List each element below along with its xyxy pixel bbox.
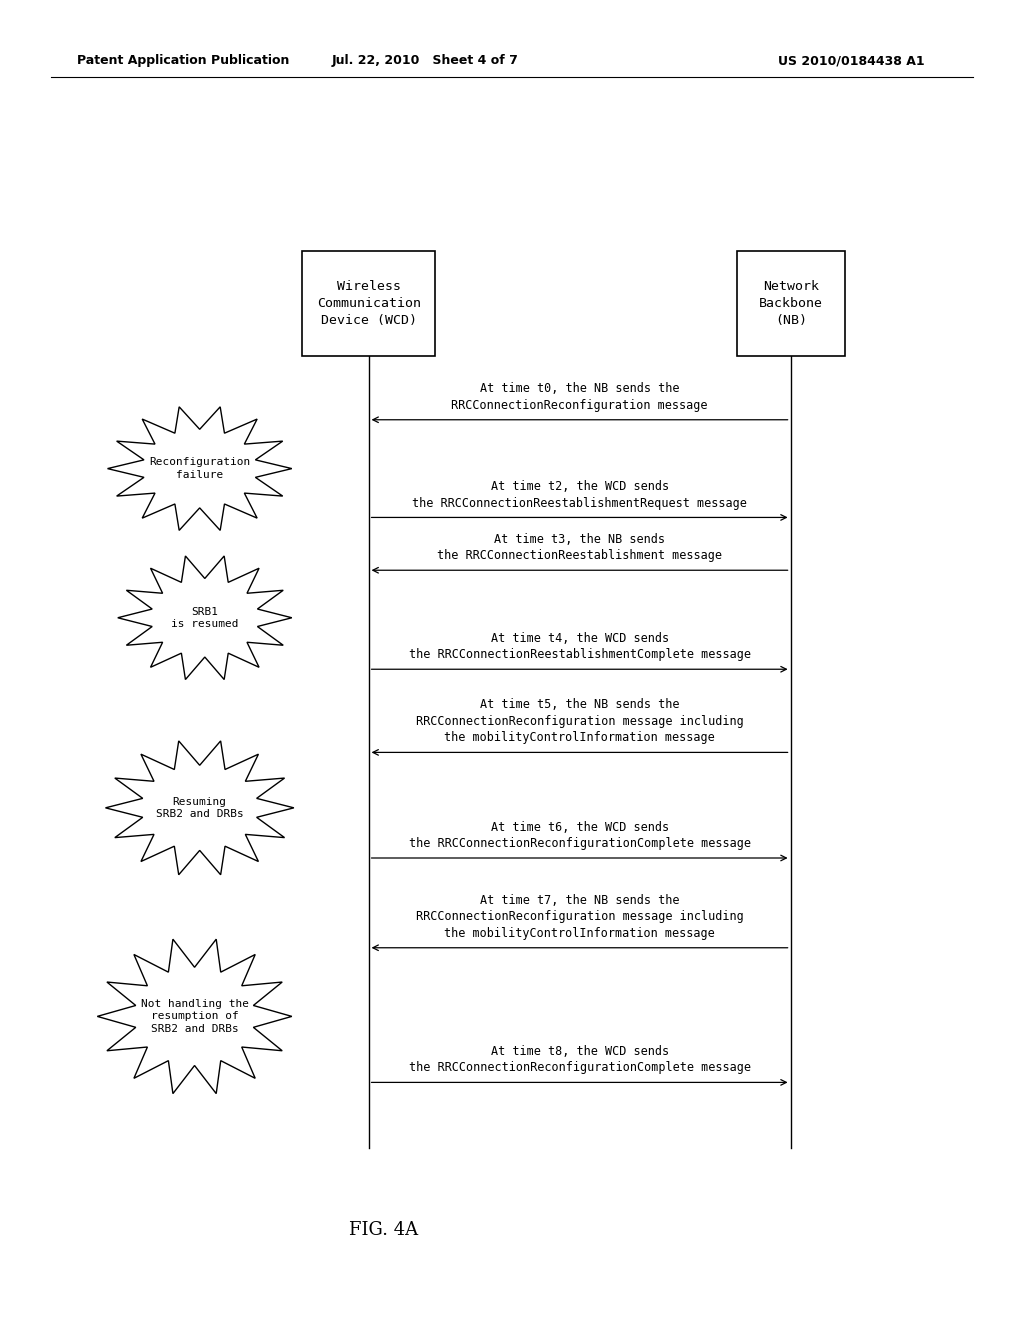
Polygon shape (108, 407, 292, 531)
Text: Jul. 22, 2010   Sheet 4 of 7: Jul. 22, 2010 Sheet 4 of 7 (332, 54, 518, 67)
Text: At time t7, the NB sends the
RRCConnectionReconfiguration message including
the : At time t7, the NB sends the RRCConnecti… (416, 894, 743, 940)
Text: FIG. 4A: FIG. 4A (349, 1221, 419, 1239)
Text: At time t8, the WCD sends
the RRCConnectionReconfigurationComplete message: At time t8, the WCD sends the RRCConnect… (409, 1045, 751, 1074)
Text: At time t5, the NB sends the
RRCConnectionReconfiguration message including
the : At time t5, the NB sends the RRCConnecti… (416, 698, 743, 744)
Text: Wireless
Communication
Device (WCD): Wireless Communication Device (WCD) (316, 280, 421, 327)
Text: Network
Backbone
(NB): Network Backbone (NB) (759, 280, 823, 327)
Text: At time t4, the WCD sends
the RRCConnectionReestablishmentComplete message: At time t4, the WCD sends the RRCConnect… (409, 632, 751, 661)
Text: Not handling the
resumption of
SRB2 and DRBs: Not handling the resumption of SRB2 and … (140, 999, 249, 1034)
Polygon shape (118, 556, 292, 680)
Text: Reconfiguration
failure: Reconfiguration failure (150, 458, 250, 479)
Text: At time t0, the NB sends the
RRCConnectionReconfiguration message: At time t0, the NB sends the RRCConnecti… (452, 383, 708, 412)
Text: At time t6, the WCD sends
the RRCConnectionReconfigurationComplete message: At time t6, the WCD sends the RRCConnect… (409, 821, 751, 850)
Text: Patent Application Publication: Patent Application Publication (77, 54, 289, 67)
FancyBboxPatch shape (302, 251, 435, 356)
Text: SRB1
is resumed: SRB1 is resumed (171, 607, 239, 628)
Text: At time t2, the WCD sends
the RRCConnectionReestablishmentRequest message: At time t2, the WCD sends the RRCConnect… (412, 480, 748, 510)
FancyBboxPatch shape (737, 251, 845, 356)
Text: At time t3, the NB sends
the RRCConnectionReestablishment message: At time t3, the NB sends the RRCConnecti… (437, 533, 722, 562)
Polygon shape (97, 940, 292, 1093)
Polygon shape (105, 741, 294, 875)
Text: US 2010/0184438 A1: US 2010/0184438 A1 (778, 54, 925, 67)
Text: Resuming
SRB2 and DRBs: Resuming SRB2 and DRBs (156, 797, 244, 818)
